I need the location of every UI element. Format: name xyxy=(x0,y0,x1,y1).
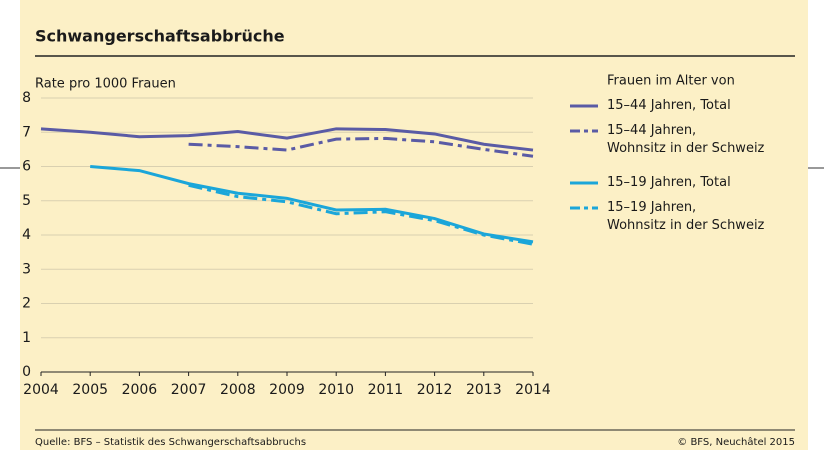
x-tick-label: 2008 xyxy=(220,382,256,398)
x-tick-label: 2007 xyxy=(171,382,207,398)
y-tick-label: 6 xyxy=(22,159,31,175)
y-tick-label: 0 xyxy=(22,364,31,380)
legend-label: 15–44 Jahren, Wohnsitz in der Schweiz xyxy=(607,123,765,156)
series-line xyxy=(188,136,534,158)
series-line xyxy=(40,127,534,152)
y-tick-label: 7 xyxy=(22,124,31,140)
y-tick-label: 8 xyxy=(22,90,31,106)
x-tick-label: 2006 xyxy=(122,382,158,398)
y-tick-label: 4 xyxy=(22,227,31,243)
x-tick-label: 2004 xyxy=(23,382,59,398)
x-tick-label: 2012 xyxy=(417,382,453,398)
y-tick-label: 3 xyxy=(22,261,31,277)
x-tick-label: 2010 xyxy=(318,382,354,398)
x-tick-label: 2009 xyxy=(269,382,305,398)
x-tick-label: 2005 xyxy=(72,382,108,398)
series-line xyxy=(90,165,534,244)
y-tick-label: 2 xyxy=(22,296,31,312)
source: Quelle: BFS – Statistik des Schwangersch… xyxy=(35,437,306,448)
series-line xyxy=(188,183,534,246)
legend-title: Frauen im Alter von xyxy=(607,74,735,89)
x-tick-label: 2013 xyxy=(466,382,502,398)
y-axis-label: Rate pro 1000 Frauen xyxy=(35,77,176,92)
y-tick-label: 5 xyxy=(22,193,31,209)
panel xyxy=(20,0,808,450)
legend-label: 15–19 Jahren, Wohnsitz in der Schweiz xyxy=(607,200,765,233)
y-tick-label: 1 xyxy=(22,330,31,346)
copyright: © BFS, Neuchâtel 2015 xyxy=(677,436,795,448)
legend-label: 15–19 Jahren, Total xyxy=(607,175,731,190)
legend-label: 15–44 Jahren, Total xyxy=(607,98,731,113)
x-tick-label: 2014 xyxy=(515,382,551,398)
x-tick-label: 2011 xyxy=(368,382,404,398)
chart-title: Schwangerschaftsabbrüche xyxy=(35,27,285,46)
